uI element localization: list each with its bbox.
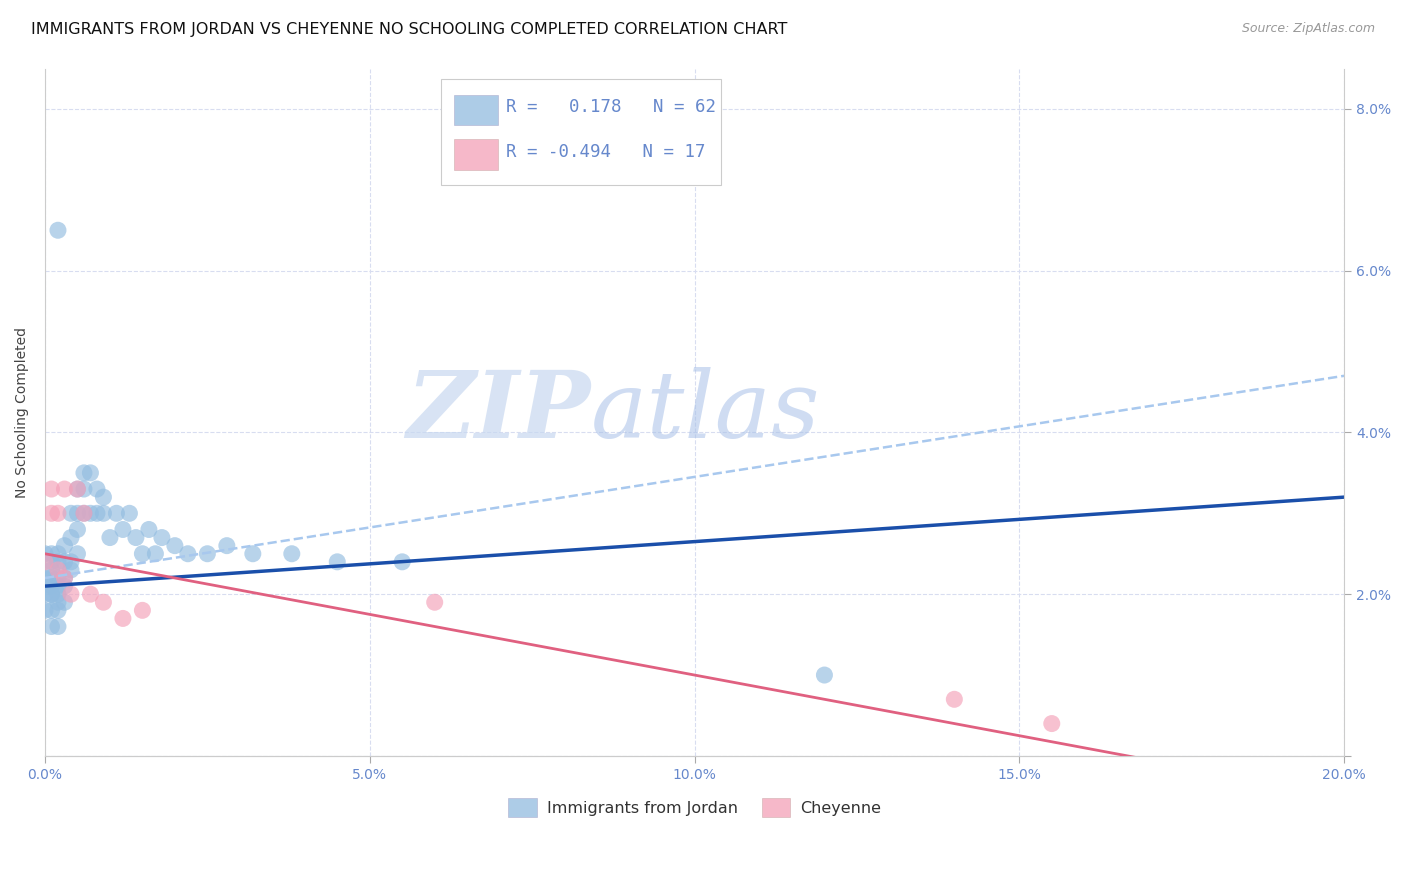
Point: [34, 547, 56, 561]
Point: [66, 523, 89, 537]
Point: [53, 482, 76, 496]
Point: [125, 531, 148, 545]
Point: [86, 482, 108, 496]
Text: atlas: atlas: [591, 368, 820, 458]
Text: ZIP: ZIP: [406, 368, 591, 458]
Point: [195, 547, 218, 561]
Point: [86, 506, 108, 520]
Point: [41, 555, 63, 569]
Point: [41, 547, 63, 561]
Point: [163, 539, 186, 553]
Point: [111, 611, 134, 625]
Point: [59, 587, 82, 601]
Point: [53, 571, 76, 585]
Point: [41, 571, 63, 585]
Point: [41, 579, 63, 593]
Point: [41, 563, 63, 577]
Point: [46, 506, 69, 520]
Point: [73, 506, 96, 520]
Point: [59, 563, 82, 577]
Point: [93, 490, 115, 504]
Point: [93, 595, 115, 609]
Point: [59, 555, 82, 569]
Point: [73, 466, 96, 480]
Text: R = -0.494   N = 17: R = -0.494 N = 17: [506, 143, 706, 161]
Point: [215, 539, 238, 553]
Point: [73, 482, 96, 496]
FancyBboxPatch shape: [441, 78, 720, 186]
Point: [150, 531, 173, 545]
Point: [326, 555, 349, 569]
Point: [131, 603, 153, 617]
Point: [813, 668, 835, 682]
Point: [1040, 716, 1063, 731]
Point: [66, 547, 89, 561]
Point: [177, 547, 200, 561]
Y-axis label: No Schooling Completed: No Schooling Completed: [15, 326, 30, 498]
Point: [41, 482, 63, 496]
Point: [53, 571, 76, 585]
Point: [93, 506, 115, 520]
Legend: Immigrants from Jordan, Cheyenne: Immigrants from Jordan, Cheyenne: [502, 791, 887, 823]
Point: [66, 482, 89, 496]
Point: [131, 547, 153, 561]
Point: [66, 506, 89, 520]
Point: [943, 692, 966, 706]
Point: [391, 555, 413, 569]
Point: [138, 523, 160, 537]
Point: [53, 539, 76, 553]
Point: [46, 555, 69, 569]
Point: [59, 506, 82, 520]
Point: [79, 506, 101, 520]
Point: [41, 603, 63, 617]
Point: [73, 506, 96, 520]
Point: [46, 579, 69, 593]
Point: [53, 579, 76, 593]
Point: [41, 587, 63, 601]
Point: [46, 563, 69, 577]
Point: [41, 506, 63, 520]
Point: [46, 595, 69, 609]
Point: [41, 587, 63, 601]
Point: [79, 587, 101, 601]
Point: [66, 482, 89, 496]
Point: [46, 603, 69, 617]
Point: [53, 555, 76, 569]
Point: [145, 547, 167, 561]
Text: IMMIGRANTS FROM JORDAN VS CHEYENNE NO SCHOOLING COMPLETED CORRELATION CHART: IMMIGRANTS FROM JORDAN VS CHEYENNE NO SC…: [31, 22, 787, 37]
Point: [79, 466, 101, 480]
Point: [59, 531, 82, 545]
FancyBboxPatch shape: [454, 95, 498, 125]
Point: [34, 603, 56, 617]
Point: [41, 619, 63, 633]
Point: [46, 223, 69, 237]
Text: R =   0.178   N = 62: R = 0.178 N = 62: [506, 98, 716, 116]
Point: [281, 547, 304, 561]
Point: [34, 587, 56, 601]
Point: [46, 571, 69, 585]
Text: Source: ZipAtlas.com: Source: ZipAtlas.com: [1241, 22, 1375, 36]
Point: [34, 571, 56, 585]
Point: [53, 595, 76, 609]
Point: [242, 547, 264, 561]
Point: [46, 547, 69, 561]
Point: [423, 595, 446, 609]
Point: [34, 555, 56, 569]
Point: [98, 531, 121, 545]
Point: [111, 523, 134, 537]
Point: [118, 506, 141, 520]
Point: [46, 619, 69, 633]
FancyBboxPatch shape: [454, 139, 498, 169]
Point: [46, 587, 69, 601]
Point: [105, 506, 128, 520]
